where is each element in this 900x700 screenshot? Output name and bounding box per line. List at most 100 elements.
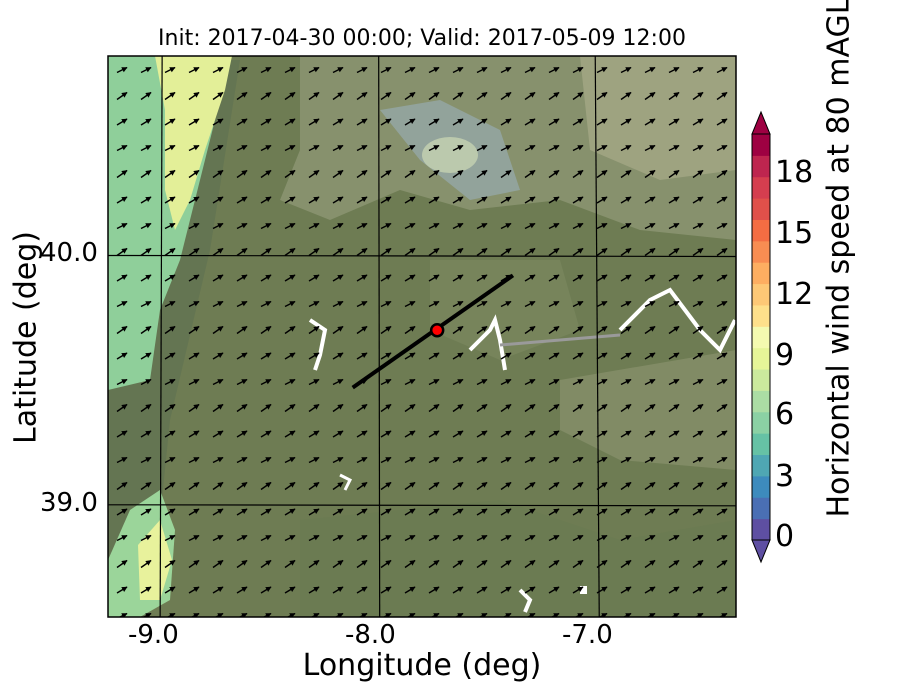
wind-arrow [620,144,632,152]
wind-arrow [236,247,248,257]
wind-arrow [572,403,584,413]
wind-arrow [572,508,584,516]
wind-arrow [620,300,632,308]
wind-arrow [212,144,224,152]
wind-arrow [428,196,440,204]
wind-arrow [404,118,416,126]
wind-arrow [716,586,728,594]
wind-arrow [260,378,272,386]
wind-arrow [476,274,488,282]
wind-arrow [260,300,272,308]
wind-arrow [188,481,200,491]
wind-arrow [476,196,488,204]
wind-arrow [380,534,392,542]
wind-arrow [356,456,368,464]
river-west [308,318,328,371]
wind-arrow [428,534,440,542]
wind-arrow [524,430,536,438]
wind-arrow [524,352,536,360]
wind-arrow [500,222,512,230]
wind-arrow [596,352,608,360]
wind-arrow [308,456,320,464]
wind-arrow [644,456,656,464]
colorbar-tick-3: 3 [775,459,795,494]
wind-arrow [404,274,416,282]
wind-arrow [524,196,536,204]
wind-arrow [284,430,296,438]
wind-arrow [236,66,248,74]
wind-arrow [142,612,152,617]
wind-arrow [356,144,368,152]
wind-arrow [308,352,320,360]
wind-arrow [356,352,368,360]
wind-arrow [164,118,176,126]
wind-arrow [284,196,296,204]
wind-arrow [164,66,176,74]
wind-arrow [212,508,224,516]
wind-arrow [236,222,248,230]
wind-arrow [236,300,248,308]
wind-arrow [548,118,560,126]
wind-arrow [500,196,512,204]
wind-arrow [596,300,608,308]
wind-arrow [404,222,416,230]
wind-arrow [620,508,632,516]
wind-arrow [260,559,272,569]
wind-arrow [404,456,416,464]
wind-arrow [212,169,224,179]
wind-arrow [404,91,416,101]
wind-arrow [620,222,632,230]
wind-arrow [332,169,344,179]
wind-arrow [308,378,320,386]
colorbar-segment [752,475,770,498]
wind-arrow [116,300,128,308]
wind-arrow [140,403,152,413]
wind-arrow [212,430,224,438]
wind-arrow [332,247,344,257]
terrain-center [430,260,580,360]
wind-arrow [716,222,728,230]
lake-south-east [580,586,587,594]
wind-arrow [500,378,512,386]
wind-arrow [428,430,440,438]
wind-arrow [284,66,296,74]
wind-arrow [692,247,704,257]
wind-arrow [620,247,632,257]
wind-arrow [236,91,248,101]
colorbar-tick-0: 0 [775,519,795,554]
wind-arrow [334,612,344,617]
colorbar-segment [752,134,770,156]
wind-arrow [236,352,248,360]
colorbar-segment [752,390,770,413]
x-tick-3: -7.0 [562,620,613,650]
wind-arrow [500,586,512,594]
wind-arrow [452,534,464,542]
wind-arrow [188,118,200,126]
wind-arrow [236,378,248,386]
wind-arrow [356,325,368,335]
wind-arrow [668,247,680,257]
wind-arrow [284,274,296,282]
y-tick-2: 39.0 [40,488,98,518]
wind-arrow [644,352,656,360]
wind-arrow [188,222,200,230]
wind-arrow [572,66,584,74]
wind-arrow [668,559,680,569]
wind-arrow [116,586,128,594]
wind-arrow [620,403,632,413]
wind-arrow [380,378,392,386]
wind-arrow [164,325,176,335]
wind-arrow [404,169,416,179]
wind-arrow [380,66,392,74]
wind-arrow [692,325,704,335]
wind-arrow [548,144,560,152]
wind-arrow [116,196,128,204]
wind-arrow [236,144,248,152]
wind-arrow [428,481,440,491]
colorbar-label: Horizontal wind speed at 80 mAGL (m s−1) [822,0,857,518]
wind-arrow [164,481,176,491]
wind-arrow [404,534,416,542]
wind-arrow [140,456,152,464]
wind-arrow [572,378,584,386]
wind-arrow [668,274,680,282]
